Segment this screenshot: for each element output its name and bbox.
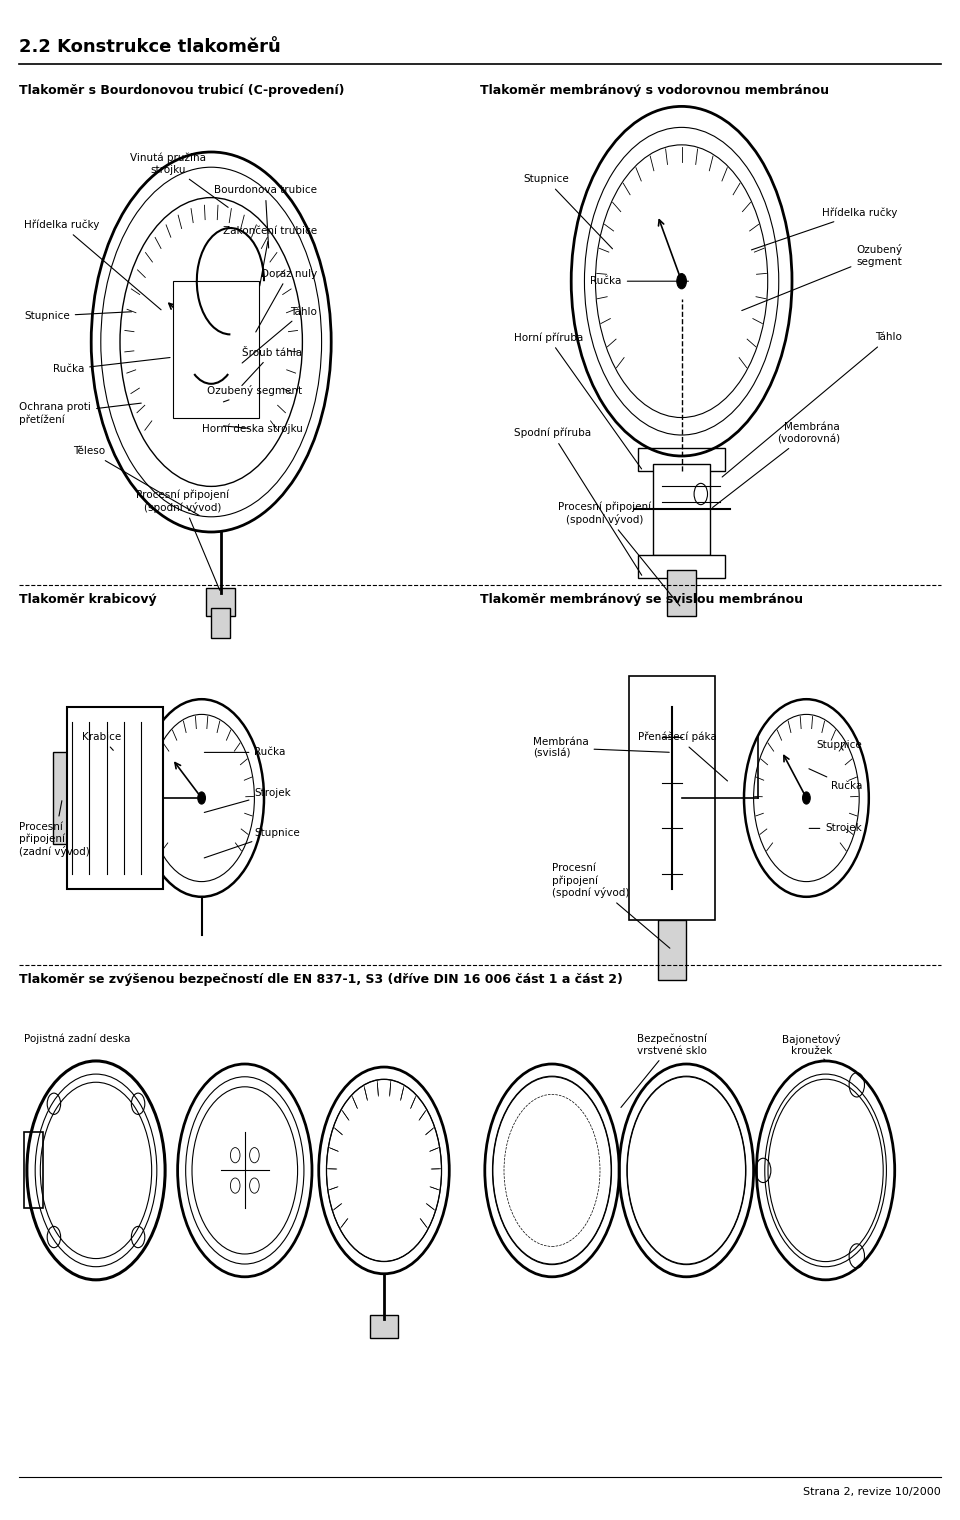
Text: Stupnice: Stupnice xyxy=(523,175,612,249)
Text: Táhlo: Táhlo xyxy=(242,307,317,363)
Text: Bezpečnostní
vrstvené sklo: Bezpečnostní vrstvené sklo xyxy=(621,1034,707,1108)
Bar xyxy=(638,448,725,471)
Text: Horní příruba: Horní příruba xyxy=(514,333,641,470)
Text: Spodní příruba: Spodní příruba xyxy=(514,429,641,575)
Text: Přenášecí páka: Přenášecí páka xyxy=(638,733,728,781)
Text: Strana 2, revize 10/2000: Strana 2, revize 10/2000 xyxy=(804,1487,941,1497)
Text: Procesní
připojení
(spodní vývod): Procesní připojení (spodní vývod) xyxy=(552,863,670,948)
Bar xyxy=(173,281,259,418)
Text: Šroub táhla: Šroub táhla xyxy=(242,348,302,386)
Text: Stupnice: Stupnice xyxy=(816,740,862,751)
Text: Ochrana proti
přetížení: Ochrana proti přetížení xyxy=(19,403,141,424)
Text: Zakončení trubice: Zakončení trubice xyxy=(223,226,317,286)
Text: Vinutá pružina
strojku: Vinutá pružina strojku xyxy=(130,152,228,207)
Text: Horní deska strojku: Horní deska strojku xyxy=(202,424,302,433)
Text: Membrána
(vodorovná): Membrána (vodorovná) xyxy=(712,423,840,508)
Bar xyxy=(638,555,725,578)
Bar xyxy=(24,1132,43,1208)
Text: Procesní připojení
(spodní vývod): Procesní připojení (spodní vývod) xyxy=(135,489,229,590)
Text: Tlakoměr se zvýšenou bezpečností dle EN 837-1, S3 (dříve DIN 16 006 část 1 a čás: Tlakoměr se zvýšenou bezpečností dle EN … xyxy=(19,973,623,986)
Bar xyxy=(370,1315,398,1338)
Circle shape xyxy=(198,792,205,804)
Bar xyxy=(53,752,72,844)
Text: Ručka: Ručka xyxy=(809,769,862,790)
Text: Hřídelka ručky: Hřídelka ručky xyxy=(24,220,161,310)
Bar xyxy=(653,464,710,555)
Text: Tlakoměr membránový se svislou membránou: Tlakoměr membránový se svislou membránou xyxy=(480,593,803,606)
Text: Strojek: Strojek xyxy=(809,824,862,833)
Text: Membrána
(svislá): Membrána (svislá) xyxy=(533,737,669,758)
Text: Procesní
připojení
(zadní vývod): Procesní připojení (zadní vývod) xyxy=(19,801,90,857)
Bar xyxy=(206,588,235,616)
Text: Stupnice: Stupnice xyxy=(204,828,300,857)
Text: Tlakoměr s Bourdonovou trubicí (C-provedení): Tlakoměr s Bourdonovou trubicí (C-proved… xyxy=(19,84,345,97)
Circle shape xyxy=(677,274,686,289)
Circle shape xyxy=(803,792,810,804)
Text: Pojistná zadní deska: Pojistná zadní deska xyxy=(24,1034,131,1044)
Text: Těleso: Těleso xyxy=(74,447,199,515)
Text: Krabice: Krabice xyxy=(82,733,121,751)
Text: 2.2 Konstrukce tlakoměrů: 2.2 Konstrukce tlakoměrů xyxy=(19,38,281,56)
Text: Strojek: Strojek xyxy=(204,789,291,813)
Text: Ručka: Ručka xyxy=(590,277,688,286)
Text: Bourdonova trubice: Bourdonova trubice xyxy=(214,185,317,248)
Bar xyxy=(211,608,230,638)
Bar xyxy=(67,707,163,889)
Text: Procesní připojení
(spodní vývod): Procesní připojení (spodní vývod) xyxy=(558,502,680,606)
Text: Ručka: Ručka xyxy=(53,357,170,374)
Text: Tlakoměr membránový s vodorovnou membránou: Tlakoměr membránový s vodorovnou membrán… xyxy=(480,84,829,97)
Text: Hřídelka ručky: Hřídelka ručky xyxy=(752,208,898,249)
Circle shape xyxy=(205,333,217,351)
Text: Ozubený segment: Ozubený segment xyxy=(207,385,302,401)
Bar xyxy=(629,676,715,920)
Bar xyxy=(658,920,686,980)
Text: Táhlo: Táhlo xyxy=(722,333,902,477)
Text: Bajonetový
kroužek: Bajonetový kroužek xyxy=(781,1034,841,1061)
Text: Ozubený
segment: Ozubený segment xyxy=(742,245,902,310)
Text: Tlakoměr krabicový: Tlakoměr krabicový xyxy=(19,593,156,606)
Text: Stupnice: Stupnice xyxy=(24,312,132,321)
Text: Ručka: Ručka xyxy=(204,748,286,757)
Text: Doraz nuly: Doraz nuly xyxy=(255,269,317,331)
Bar xyxy=(667,570,696,616)
